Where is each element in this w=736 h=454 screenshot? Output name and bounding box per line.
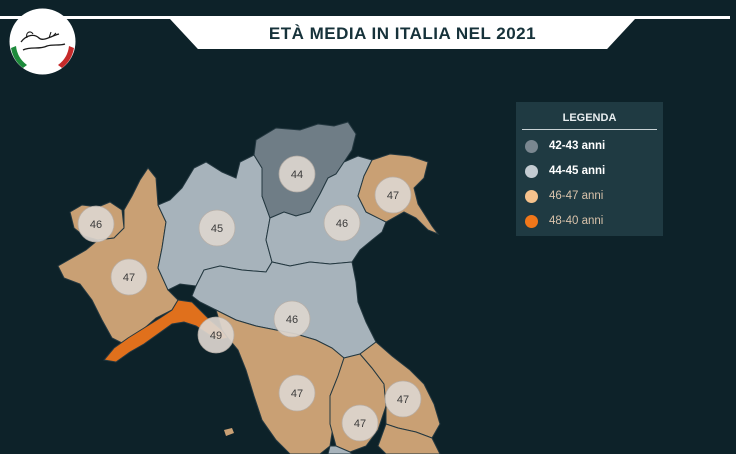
badge-toscana: [278, 374, 316, 412]
badge-valle-d-aosta: [77, 205, 115, 243]
legend-item: 44-45 anni: [525, 162, 605, 180]
legend-swatch-icon: [525, 164, 538, 178]
legend-label: 46-47 anni: [549, 190, 604, 202]
badge-veneto: [323, 204, 361, 242]
brand-logo: [9, 8, 76, 75]
badge-value-trentino-alto-adige: 44: [291, 169, 303, 181]
badge-value-toscana: 47: [291, 388, 303, 400]
badge-lombardia: [198, 209, 236, 247]
badge-friuli-venezia-giulia: [374, 176, 412, 214]
region-value-badges: 46 47 45 44 46 47 46 49 47 47 47: [77, 155, 422, 442]
legend-divider: [522, 129, 657, 130]
legend-swatch-icon: [525, 214, 538, 228]
badge-liguria: [197, 316, 235, 354]
legend-item: 46-47 anni: [525, 187, 603, 205]
legend-panel: LEGENDA 42-43 anni 44-45 anni 46-47 anni…: [516, 102, 663, 236]
badge-trentino-alto-adige: [278, 155, 316, 193]
region-lazio: [327, 445, 353, 454]
legend-label: 48-40 anni: [549, 215, 604, 227]
badge-value-piemonte: 47: [123, 272, 135, 284]
badge-value-marche: 47: [397, 394, 409, 406]
badge-value-valle-d-aosta: 46: [90, 219, 102, 231]
badge-value-liguria: 49: [210, 330, 222, 342]
legend-item: 48-40 anni: [525, 212, 603, 230]
legend-title: LEGENDA: [562, 112, 617, 124]
badge-value-lombardia: 45: [211, 223, 223, 235]
badge-value-friuli-venezia-giulia: 47: [387, 190, 399, 202]
legend-swatch-icon: [525, 189, 538, 203]
legend-label: 44-45 anni: [549, 165, 606, 177]
badge-value-umbria: 47: [354, 418, 366, 430]
legend-item: 42-43 anni: [525, 137, 605, 155]
badge-emilia-romagna: [273, 300, 311, 338]
header-rule: [0, 16, 730, 19]
legend-swatch-icon: [525, 139, 538, 153]
island-elba: [224, 428, 234, 436]
region-abruzzo: [377, 423, 441, 454]
badge-piemonte: [110, 258, 148, 296]
badge-umbria: [341, 404, 379, 442]
legend-label: 42-43 anni: [549, 140, 606, 152]
title-banner: ETÀ MEDIA IN ITALIA NEL 2021: [170, 19, 635, 49]
badge-value-emilia-romagna: 46: [286, 314, 298, 326]
page-title: ETÀ MEDIA IN ITALIA NEL 2021: [268, 24, 537, 43]
badge-marche: [384, 380, 422, 418]
badge-value-veneto: 46: [336, 218, 348, 230]
